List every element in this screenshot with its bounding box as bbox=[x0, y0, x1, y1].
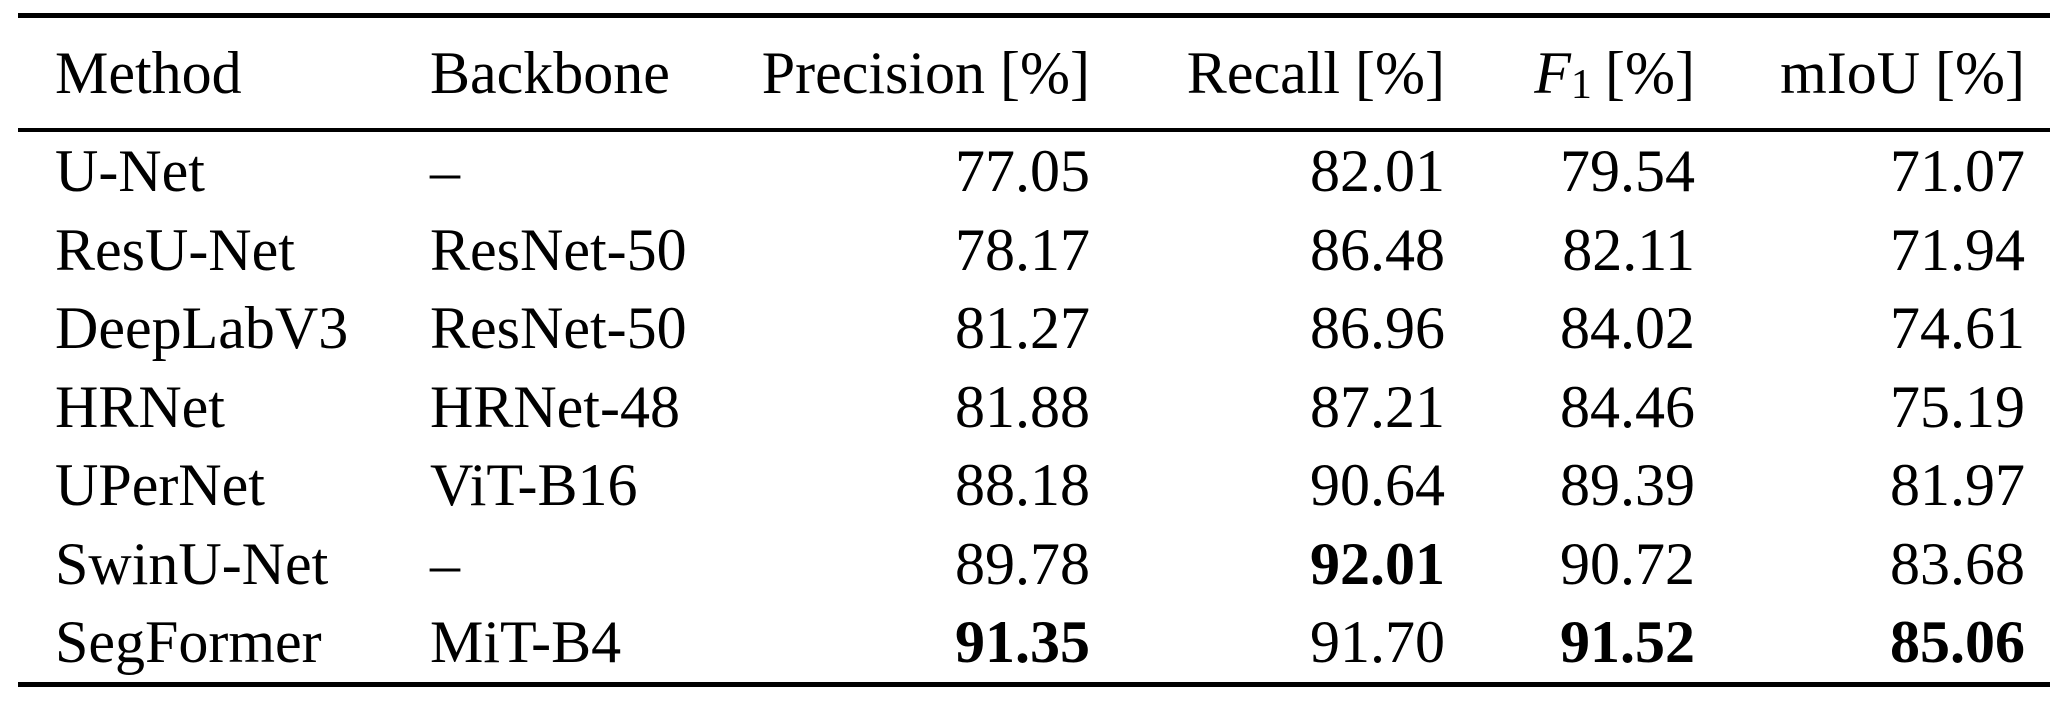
header-precision: Precision [%] bbox=[740, 15, 1090, 132]
cell-miou: 83.68 bbox=[1890, 530, 2025, 597]
cell-backbone: ResNet-50 bbox=[430, 295, 687, 362]
f1-subscript: 1 bbox=[1570, 62, 1592, 109]
f1-unit: [%] bbox=[1605, 40, 1695, 106]
cell-recall: 86.48 bbox=[1310, 216, 1445, 283]
table-row: U-Net – 77.05 82.01 79.54 71.07 bbox=[18, 130, 2050, 211]
table-row: HRNet HRNet-48 81.88 87.21 84.46 75.19 bbox=[18, 368, 2050, 447]
table-row: UPerNet ViT-B16 88.18 90.64 89.39 81.97 bbox=[18, 446, 2050, 525]
cell-backbone: MiT-B4 bbox=[430, 609, 622, 676]
header-recall: Recall [%] bbox=[1090, 15, 1445, 132]
cell-precision: 91.35 bbox=[955, 609, 1090, 676]
header-miou: mIoU [%] bbox=[1695, 15, 2050, 132]
cell-recall: 92.01 bbox=[1310, 530, 1445, 597]
cell-f1: 82.11 bbox=[1562, 216, 1695, 283]
cell-method: ResU-Net bbox=[55, 216, 295, 283]
cell-method: UPerNet bbox=[55, 452, 265, 519]
cell-recall: 90.64 bbox=[1310, 452, 1445, 519]
cell-precision: 81.27 bbox=[955, 295, 1090, 362]
cell-miou: 71.07 bbox=[1890, 138, 2025, 205]
cell-f1: 91.52 bbox=[1560, 609, 1695, 676]
cell-f1: 84.02 bbox=[1560, 295, 1695, 362]
header-row: Method Backbone Precision [%] Recall [%]… bbox=[18, 15, 2050, 132]
cell-precision: 77.05 bbox=[955, 138, 1090, 205]
cell-recall: 87.21 bbox=[1310, 373, 1445, 440]
cell-precision: 89.78 bbox=[955, 530, 1090, 597]
cell-f1: 89.39 bbox=[1560, 452, 1695, 519]
cell-f1: 90.72 bbox=[1560, 530, 1695, 597]
header-f1: F1 [%] bbox=[1445, 15, 1695, 132]
table-row: DeepLabV3 ResNet-50 81.27 86.96 84.02 74.61 bbox=[18, 289, 2050, 368]
cell-backbone: ResNet-50 bbox=[430, 216, 687, 283]
cell-miou: 71.94 bbox=[1890, 216, 2025, 283]
results-table: Method Backbone Precision [%] Recall [%]… bbox=[18, 13, 2050, 687]
cell-f1: 79.54 bbox=[1560, 138, 1695, 205]
header-method: Method bbox=[18, 15, 430, 132]
cell-miou: 85.06 bbox=[1890, 609, 2025, 676]
cell-miou: 75.19 bbox=[1890, 373, 2025, 440]
cell-method: HRNet bbox=[55, 373, 225, 440]
table-body: U-Net – 77.05 82.01 79.54 71.07 ResU-Net ResNet… bbox=[18, 130, 2050, 684]
cell-recall: 82.01 bbox=[1310, 138, 1445, 205]
cell-method: SegFormer bbox=[55, 609, 322, 676]
cell-precision: 88.18 bbox=[955, 452, 1090, 519]
cell-backbone: HRNet-48 bbox=[430, 373, 680, 440]
cell-miou: 74.61 bbox=[1890, 295, 2025, 362]
cell-backbone: ViT-B16 bbox=[430, 452, 638, 519]
table-row: ResU-Net ResNet-50 78.17 86.48 82.11 71.94 bbox=[18, 211, 2050, 290]
cell-recall: 91.70 bbox=[1310, 609, 1445, 676]
header-backbone: Backbone bbox=[430, 15, 740, 132]
cell-backbone: – bbox=[430, 530, 460, 597]
f1-letter: F bbox=[1534, 40, 1571, 106]
table-header: Method Backbone Precision [%] Recall [%]… bbox=[18, 15, 2050, 132]
table-row: SegFormer MiT-B4 91.35 91.70 91.52 85.06 bbox=[18, 603, 2050, 684]
cell-precision: 78.17 bbox=[955, 216, 1090, 283]
cell-miou: 81.97 bbox=[1890, 452, 2025, 519]
cell-recall: 86.96 bbox=[1310, 295, 1445, 362]
cell-backbone: – bbox=[430, 138, 460, 205]
cell-f1: 84.46 bbox=[1560, 373, 1695, 440]
cell-method: U-Net bbox=[55, 138, 205, 205]
cell-precision: 81.88 bbox=[955, 373, 1090, 440]
cell-method: DeepLabV3 bbox=[55, 295, 349, 362]
table-row: SwinU-Net – 89.78 92.01 90.72 83.68 bbox=[18, 525, 2050, 604]
cell-method: SwinU-Net bbox=[55, 530, 329, 597]
